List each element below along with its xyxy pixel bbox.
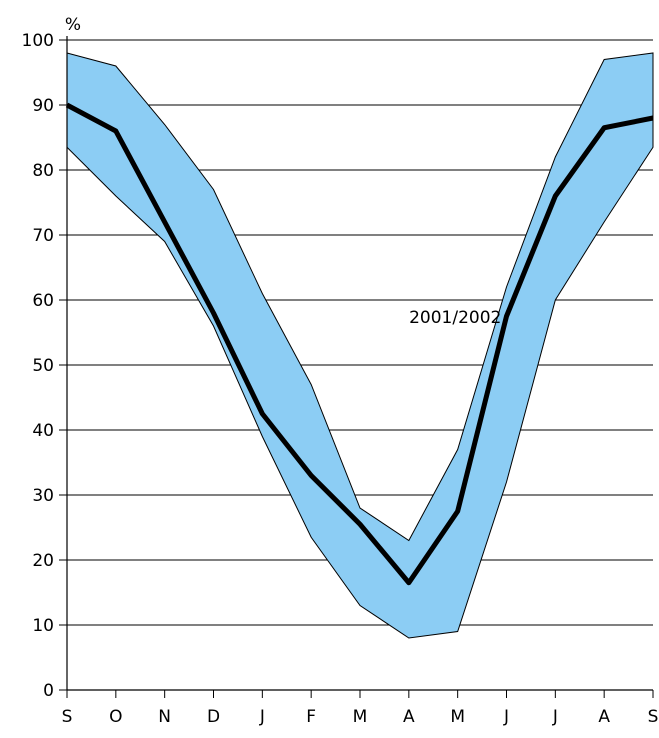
range-band-area [66,52,654,639]
x-tick-label-12: S [648,707,659,727]
x-tick-label-11: A [598,707,610,727]
y-tick-label-10: 10 [32,616,54,636]
y-tick-label-40: 40 [32,421,54,441]
x-tick-label-1: O [109,707,122,727]
axis-labels: 0 10 20 30 40 50 60 70 80 90 100 S O N D J F M A M J J A S 2001/… [22,31,659,727]
series-lines [65,102,654,586]
x-tick-label-3: D [207,707,220,727]
y-axis-label: % [65,15,81,35]
x-tick-label-8: M [450,707,465,727]
y-tick-label-20: 20 [32,551,54,571]
y-tick-label-50: 50 [32,356,54,376]
x-tick-label-7: A [403,707,415,727]
y-tick-label-80: 80 [32,161,54,181]
y-tick-label-0: 0 [43,681,54,701]
x-tick-label-2: N [158,707,171,727]
range-band [66,52,654,639]
annotation-label-0: 2001/2002 [409,308,501,328]
x-tick-label-5: F [306,707,316,727]
y-tick-label-30: 30 [32,486,54,506]
x-tick-label-9: J [503,707,509,727]
y-tick-label-100: 100 [22,31,54,51]
x-tick-label-10: J [552,707,558,727]
x-tick-label-6: M [353,707,368,727]
axes [59,36,654,698]
x-tick-label-4: J [259,707,265,727]
y-tick-label-70: 70 [32,226,54,246]
y-tick-label-60: 60 [32,291,54,311]
series-line-0 [65,102,654,586]
y-tick-label-90: 90 [32,96,54,116]
x-tick-label-0: S [62,707,73,727]
